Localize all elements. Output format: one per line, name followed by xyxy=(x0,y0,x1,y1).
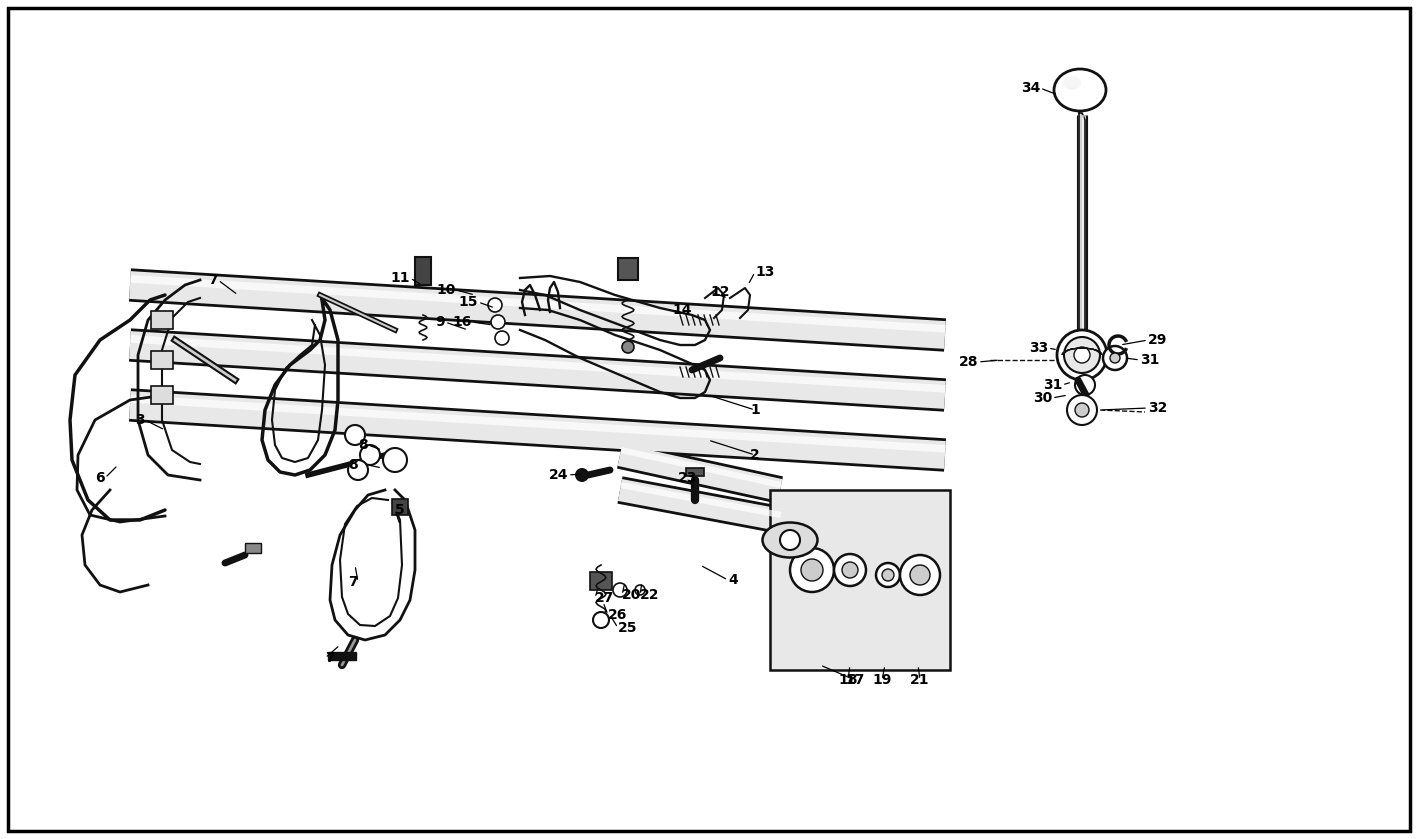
Circle shape xyxy=(635,585,645,595)
Circle shape xyxy=(1066,395,1098,425)
Text: 4: 4 xyxy=(727,573,737,587)
Text: 22: 22 xyxy=(640,588,659,602)
Text: 13: 13 xyxy=(754,265,774,279)
Circle shape xyxy=(488,298,502,312)
Text: 24: 24 xyxy=(549,468,569,482)
Bar xyxy=(618,258,638,280)
Ellipse shape xyxy=(1064,76,1081,90)
Text: 21: 21 xyxy=(910,673,930,687)
Circle shape xyxy=(842,562,858,578)
Text: 17: 17 xyxy=(845,673,865,687)
Circle shape xyxy=(576,468,588,482)
Circle shape xyxy=(1073,347,1090,363)
Circle shape xyxy=(1075,375,1095,395)
Text: 32: 32 xyxy=(1149,401,1167,415)
Circle shape xyxy=(347,460,369,480)
Bar xyxy=(590,572,613,590)
Circle shape xyxy=(1075,403,1089,417)
Text: 6: 6 xyxy=(95,471,105,485)
Circle shape xyxy=(613,583,627,597)
Text: 25: 25 xyxy=(618,621,638,635)
Circle shape xyxy=(790,548,834,592)
Circle shape xyxy=(345,425,364,445)
Bar xyxy=(770,490,950,670)
Text: 3: 3 xyxy=(135,413,145,427)
Bar xyxy=(328,652,356,660)
Bar xyxy=(391,499,408,515)
Circle shape xyxy=(383,448,407,472)
Text: 11: 11 xyxy=(390,271,410,285)
Circle shape xyxy=(882,569,893,581)
Circle shape xyxy=(1110,353,1120,363)
Ellipse shape xyxy=(763,523,818,557)
Text: 19: 19 xyxy=(872,673,892,687)
Text: 8: 8 xyxy=(359,438,369,452)
Circle shape xyxy=(834,554,866,586)
Bar xyxy=(150,351,173,369)
Text: 14: 14 xyxy=(672,303,692,317)
Polygon shape xyxy=(1079,113,1085,335)
Circle shape xyxy=(910,565,930,585)
Bar xyxy=(415,257,431,285)
Text: 29: 29 xyxy=(1149,333,1167,347)
Bar xyxy=(150,386,173,404)
Text: 20: 20 xyxy=(623,588,641,602)
Text: 15: 15 xyxy=(458,295,478,309)
Circle shape xyxy=(1064,337,1100,373)
Text: 31: 31 xyxy=(1140,353,1160,367)
Text: 27: 27 xyxy=(596,591,614,605)
Circle shape xyxy=(360,445,380,465)
Bar xyxy=(245,543,261,553)
Circle shape xyxy=(623,341,634,353)
Circle shape xyxy=(1056,330,1107,380)
Text: 16: 16 xyxy=(452,315,472,329)
Text: 26: 26 xyxy=(608,608,627,622)
Text: 30: 30 xyxy=(1032,391,1052,405)
Text: 1: 1 xyxy=(750,403,760,417)
Text: 23: 23 xyxy=(678,471,698,485)
Bar xyxy=(686,468,703,476)
Text: 7: 7 xyxy=(208,273,218,287)
Text: 9: 9 xyxy=(435,315,445,329)
Text: 5: 5 xyxy=(396,503,404,517)
Circle shape xyxy=(780,530,800,550)
Text: 8: 8 xyxy=(349,458,357,472)
Ellipse shape xyxy=(1054,69,1106,111)
Bar xyxy=(150,311,173,329)
Text: 10: 10 xyxy=(437,283,457,297)
Text: 12: 12 xyxy=(710,285,729,299)
Text: 31: 31 xyxy=(1042,378,1062,392)
Text: 28: 28 xyxy=(959,355,978,369)
Circle shape xyxy=(495,331,509,345)
Text: 7: 7 xyxy=(325,651,335,665)
Circle shape xyxy=(491,315,505,329)
Text: 18: 18 xyxy=(838,673,858,687)
Text: 7: 7 xyxy=(349,575,357,589)
Circle shape xyxy=(900,555,940,595)
Text: 33: 33 xyxy=(1028,341,1048,355)
Circle shape xyxy=(593,612,608,628)
Circle shape xyxy=(876,563,900,587)
Text: 34: 34 xyxy=(1021,81,1039,95)
Circle shape xyxy=(1103,346,1127,370)
Circle shape xyxy=(801,559,822,581)
Text: 2: 2 xyxy=(750,448,760,462)
